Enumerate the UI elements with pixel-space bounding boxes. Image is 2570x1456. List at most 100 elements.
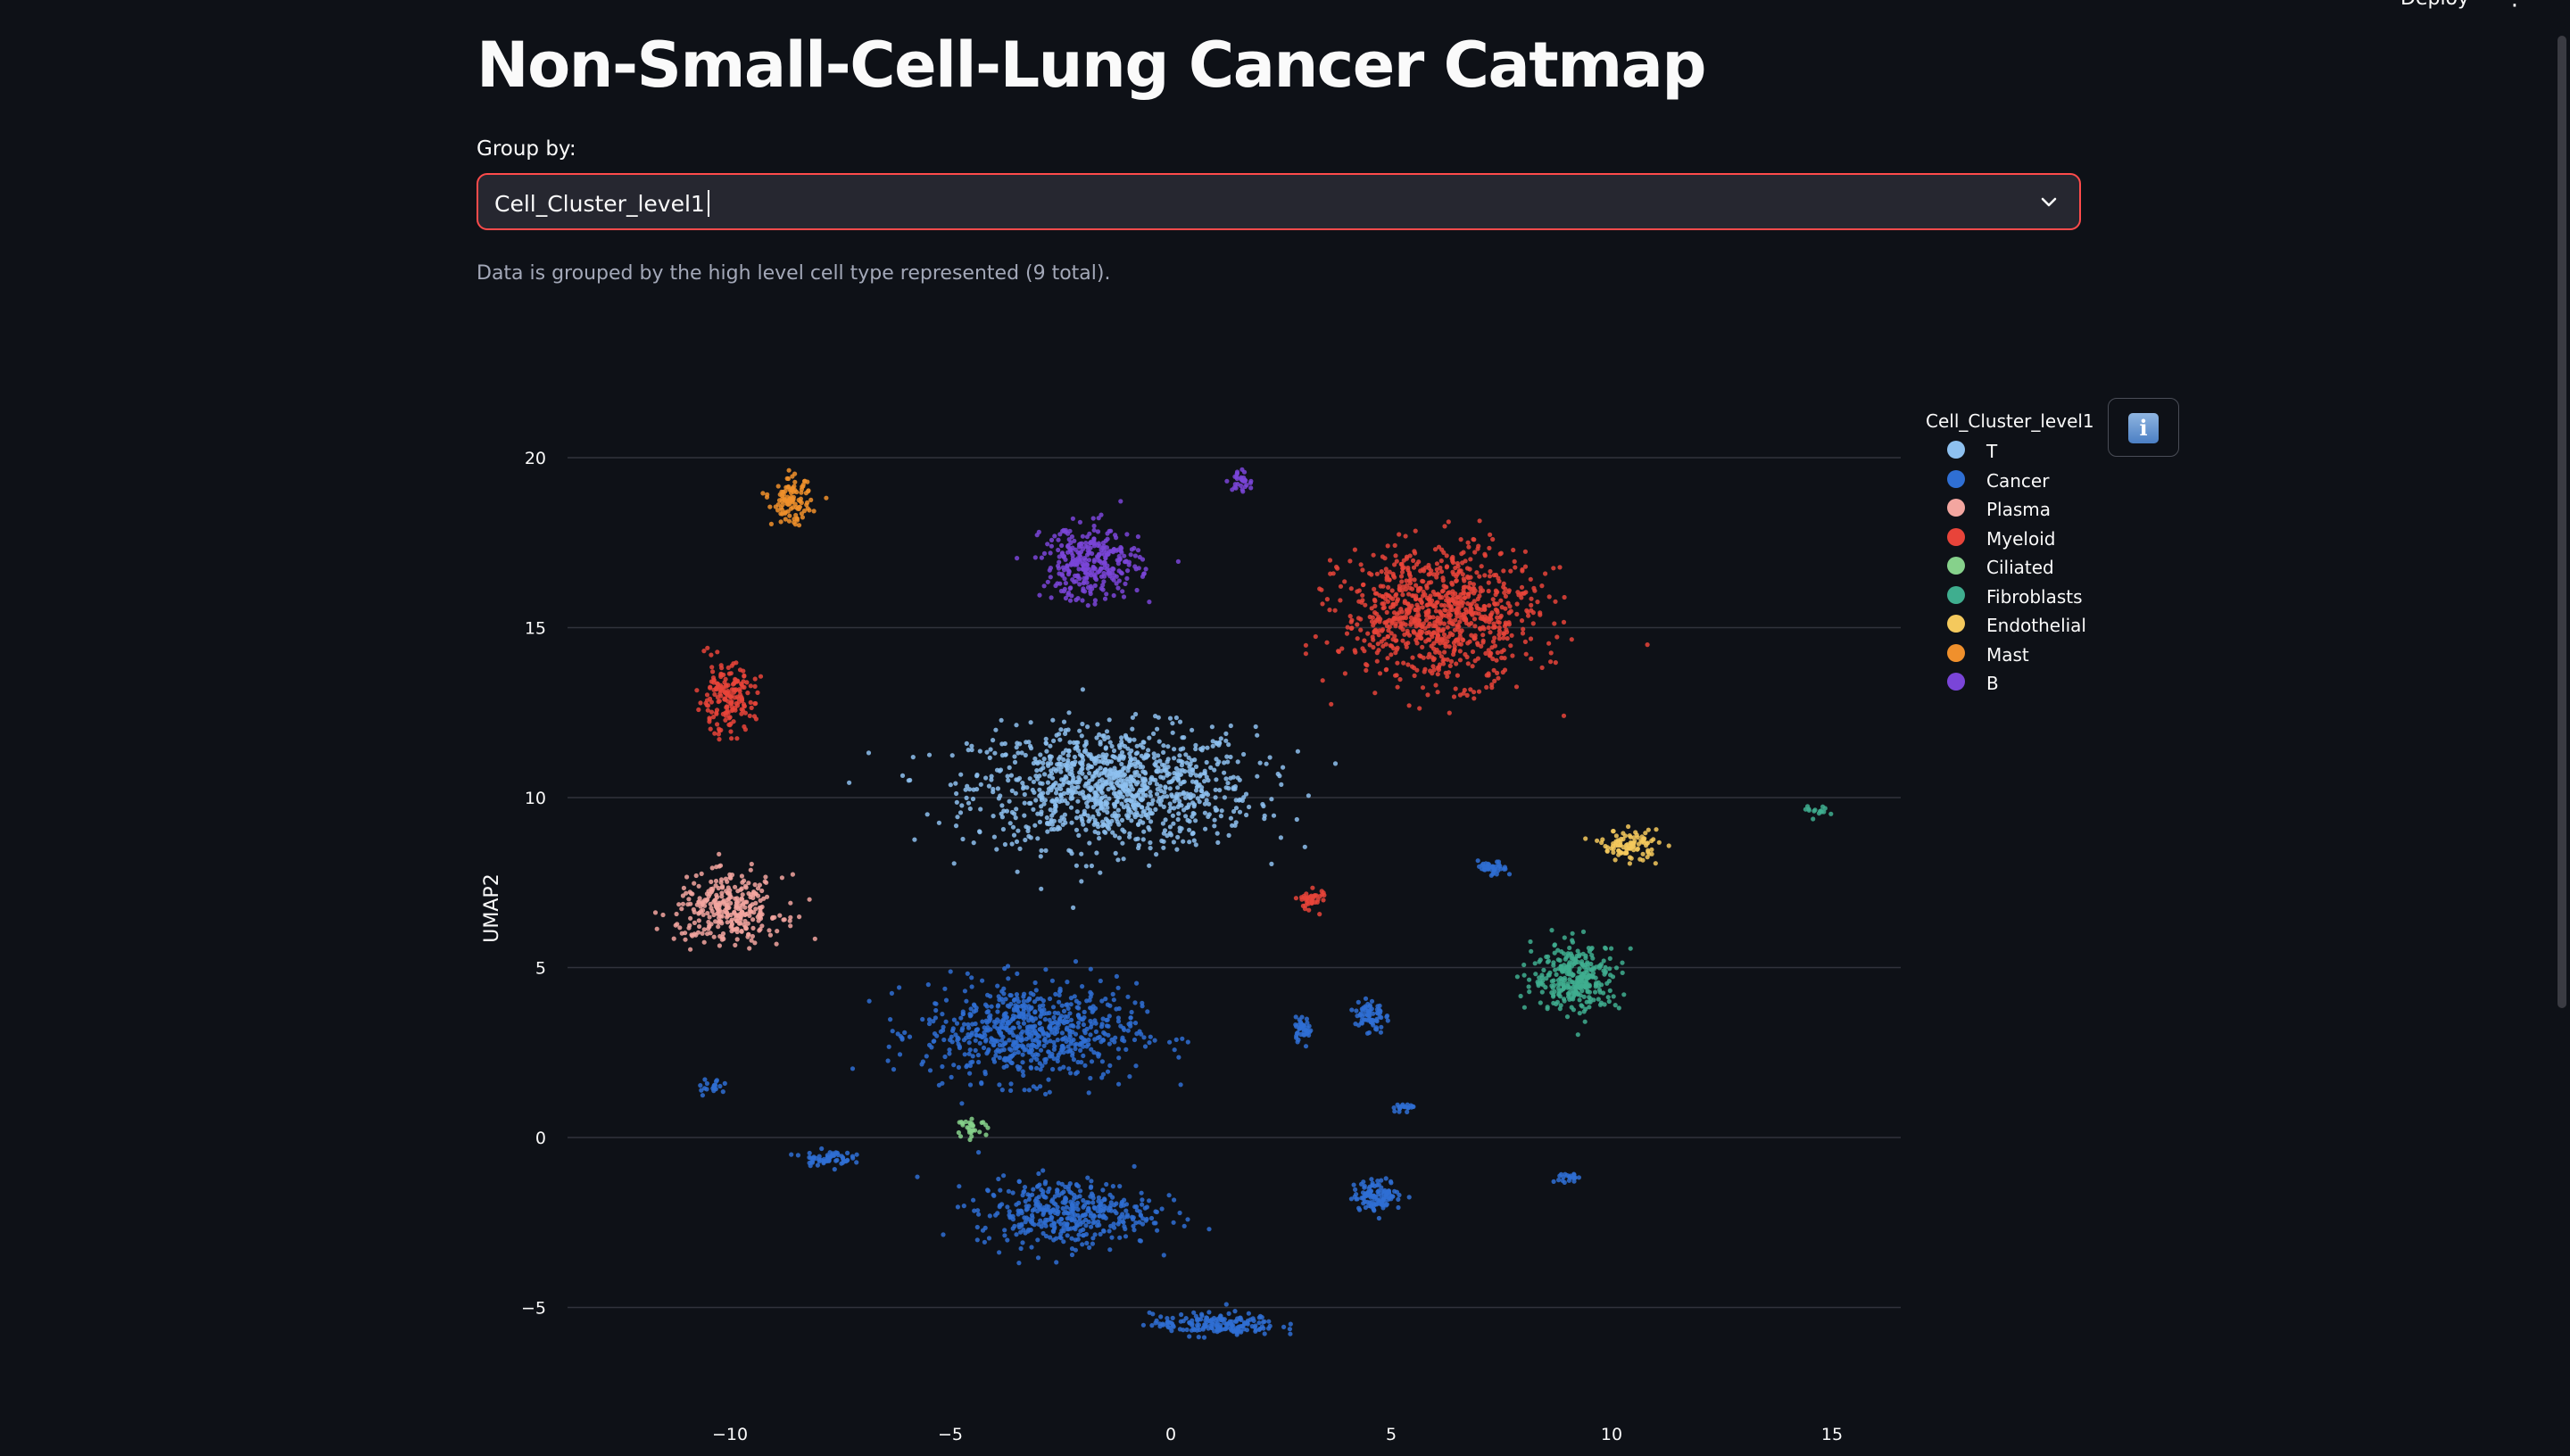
scatter-point-myeloid	[1438, 612, 1444, 617]
scatter-point-t	[1098, 806, 1104, 811]
scatter-point-ciliated	[971, 1128, 976, 1133]
scatter-point-t	[1178, 772, 1183, 777]
scatter-point-myeloid	[1508, 643, 1513, 649]
scatter-point-t	[1068, 805, 1074, 810]
scatter-point-myeloid	[1492, 678, 1497, 684]
scatter-point-cancer	[1068, 1226, 1074, 1231]
scatter-point-cancer	[1061, 1189, 1066, 1195]
scatter-point-t	[1039, 812, 1044, 817]
scatter-point-t	[1024, 740, 1029, 745]
scatter-point-cancer	[1089, 1179, 1094, 1184]
scatter-point-cancer	[1137, 1237, 1142, 1244]
scatter-point-t	[1226, 832, 1231, 839]
page-scrollbar[interactable]	[2558, 36, 2566, 1008]
scatter-point-plasma	[758, 898, 763, 904]
scatter-point-cancer	[1140, 1004, 1145, 1009]
scatter-point-plasma	[679, 931, 684, 936]
scatter-point-t	[1141, 829, 1147, 834]
scatter-point-t	[1085, 724, 1090, 730]
scatter-point-myeloid	[1416, 633, 1422, 638]
scatter-point-cancer	[996, 994, 1001, 999]
scatter-point-myeloid	[1562, 594, 1567, 600]
scatter-point-myeloid	[1426, 655, 1431, 660]
scatter-point-cancer	[1021, 998, 1026, 1004]
scatter-point-fibroblasts	[1604, 980, 1610, 986]
scatter-point-t	[1106, 820, 1112, 825]
scatter-point-cancer	[1190, 1322, 1195, 1328]
scatter-point-cancer	[1056, 1052, 1061, 1058]
scatter-point-t	[1216, 742, 1222, 748]
scatter-point-myeloid	[710, 675, 717, 681]
scatter-point-t	[1306, 793, 1311, 798]
scatter-point-myeloid	[1403, 534, 1408, 539]
scatter-point-cancer	[1078, 1041, 1083, 1046]
scatter-point-t	[1123, 734, 1129, 740]
scatter-point-t	[984, 749, 990, 755]
scatter-point-cancer	[943, 1019, 949, 1024]
scatter-point-cancer	[1059, 1216, 1065, 1222]
scatter-point-cancer	[1057, 992, 1062, 997]
scatter-point-cancer	[1037, 1182, 1042, 1187]
scatter-point-fibroblasts	[1570, 939, 1576, 945]
scatter-point-cancer	[1016, 1049, 1021, 1055]
scatter-point-mast	[778, 505, 783, 510]
scatter-point-cancer	[1066, 1066, 1072, 1071]
scatter-point-myeloid	[1468, 557, 1473, 562]
scatter-point-myeloid	[1419, 635, 1424, 641]
chevron-down-icon[interactable]	[2038, 191, 2060, 212]
scatter-point-plasma	[719, 890, 725, 896]
scatter-point-myeloid	[1522, 549, 1528, 554]
scatter-point-cancer	[1261, 1326, 1266, 1331]
scatter-point-cancer	[1059, 1003, 1065, 1008]
scatter-point-cancer	[995, 1211, 1000, 1216]
scatter-point-t	[1107, 777, 1112, 782]
scatter-point-cancer	[1003, 997, 1008, 1002]
scatter-point-t	[1110, 813, 1115, 818]
scatter-point-cancer	[1057, 1017, 1062, 1022]
scatter-point-t	[1113, 772, 1119, 778]
group-by-select[interactable]: Cell_Cluster_level1	[477, 173, 2081, 230]
scatter-point-cancer	[983, 1037, 989, 1042]
scatter-point-cancer	[1081, 1197, 1086, 1204]
scatter-point-myeloid	[1380, 606, 1386, 611]
scatter-point-t	[1129, 784, 1134, 790]
scatter-point-cancer	[1042, 1036, 1048, 1041]
scatter-point-cancer	[1006, 1188, 1011, 1194]
scatter-point-cancer	[1157, 1321, 1163, 1327]
scatter-point-cancer	[1064, 1222, 1070, 1228]
scatter-point-cancer	[1073, 959, 1079, 964]
scatter-point-cancer	[1091, 1213, 1098, 1219]
scatter-point-t	[1019, 750, 1024, 756]
scatter-point-t	[1178, 747, 1183, 752]
scatter-point-cancer	[980, 1019, 985, 1024]
scatter-point-endothelial	[1645, 855, 1650, 860]
scatter-point-t	[1278, 835, 1283, 840]
scatter-point-cancer	[1047, 1010, 1052, 1015]
scatter-point-ciliated	[960, 1122, 966, 1128]
scatter-point-cancer	[1056, 1022, 1061, 1028]
more-menu-icon[interactable]: ⋮	[2499, 0, 2531, 11]
scatter-point-myeloid	[1439, 547, 1445, 552]
scatter-point-t	[967, 806, 973, 812]
scatter-point-t	[954, 790, 959, 797]
scatter-point-myeloid	[1474, 606, 1480, 611]
scatter-point-cancer	[1073, 1046, 1078, 1052]
scatter-point-t	[1113, 850, 1118, 856]
deploy-button[interactable]: Deploy	[2400, 0, 2469, 10]
scatter-point-myeloid	[727, 694, 734, 699]
scatter-point-cancer	[1005, 1055, 1010, 1061]
scatter-point-cancer	[1351, 1182, 1356, 1187]
scatter-point-cancer	[1064, 1196, 1069, 1202]
scatter-point-t	[1127, 737, 1132, 742]
scatter-point-t	[1130, 726, 1135, 732]
scatter-point-t	[1136, 845, 1141, 851]
scatter-point-t	[1199, 785, 1205, 790]
scatter-point-cancer	[1222, 1317, 1227, 1322]
scatter-point-cancer	[986, 1236, 992, 1241]
scatter-point-t	[1147, 735, 1152, 740]
scatter-point-plasma	[709, 865, 715, 871]
scatter-point-fibroblasts	[1562, 935, 1567, 940]
scatter-point-myeloid	[1380, 583, 1386, 589]
scatter-point-cancer	[976, 1059, 982, 1065]
